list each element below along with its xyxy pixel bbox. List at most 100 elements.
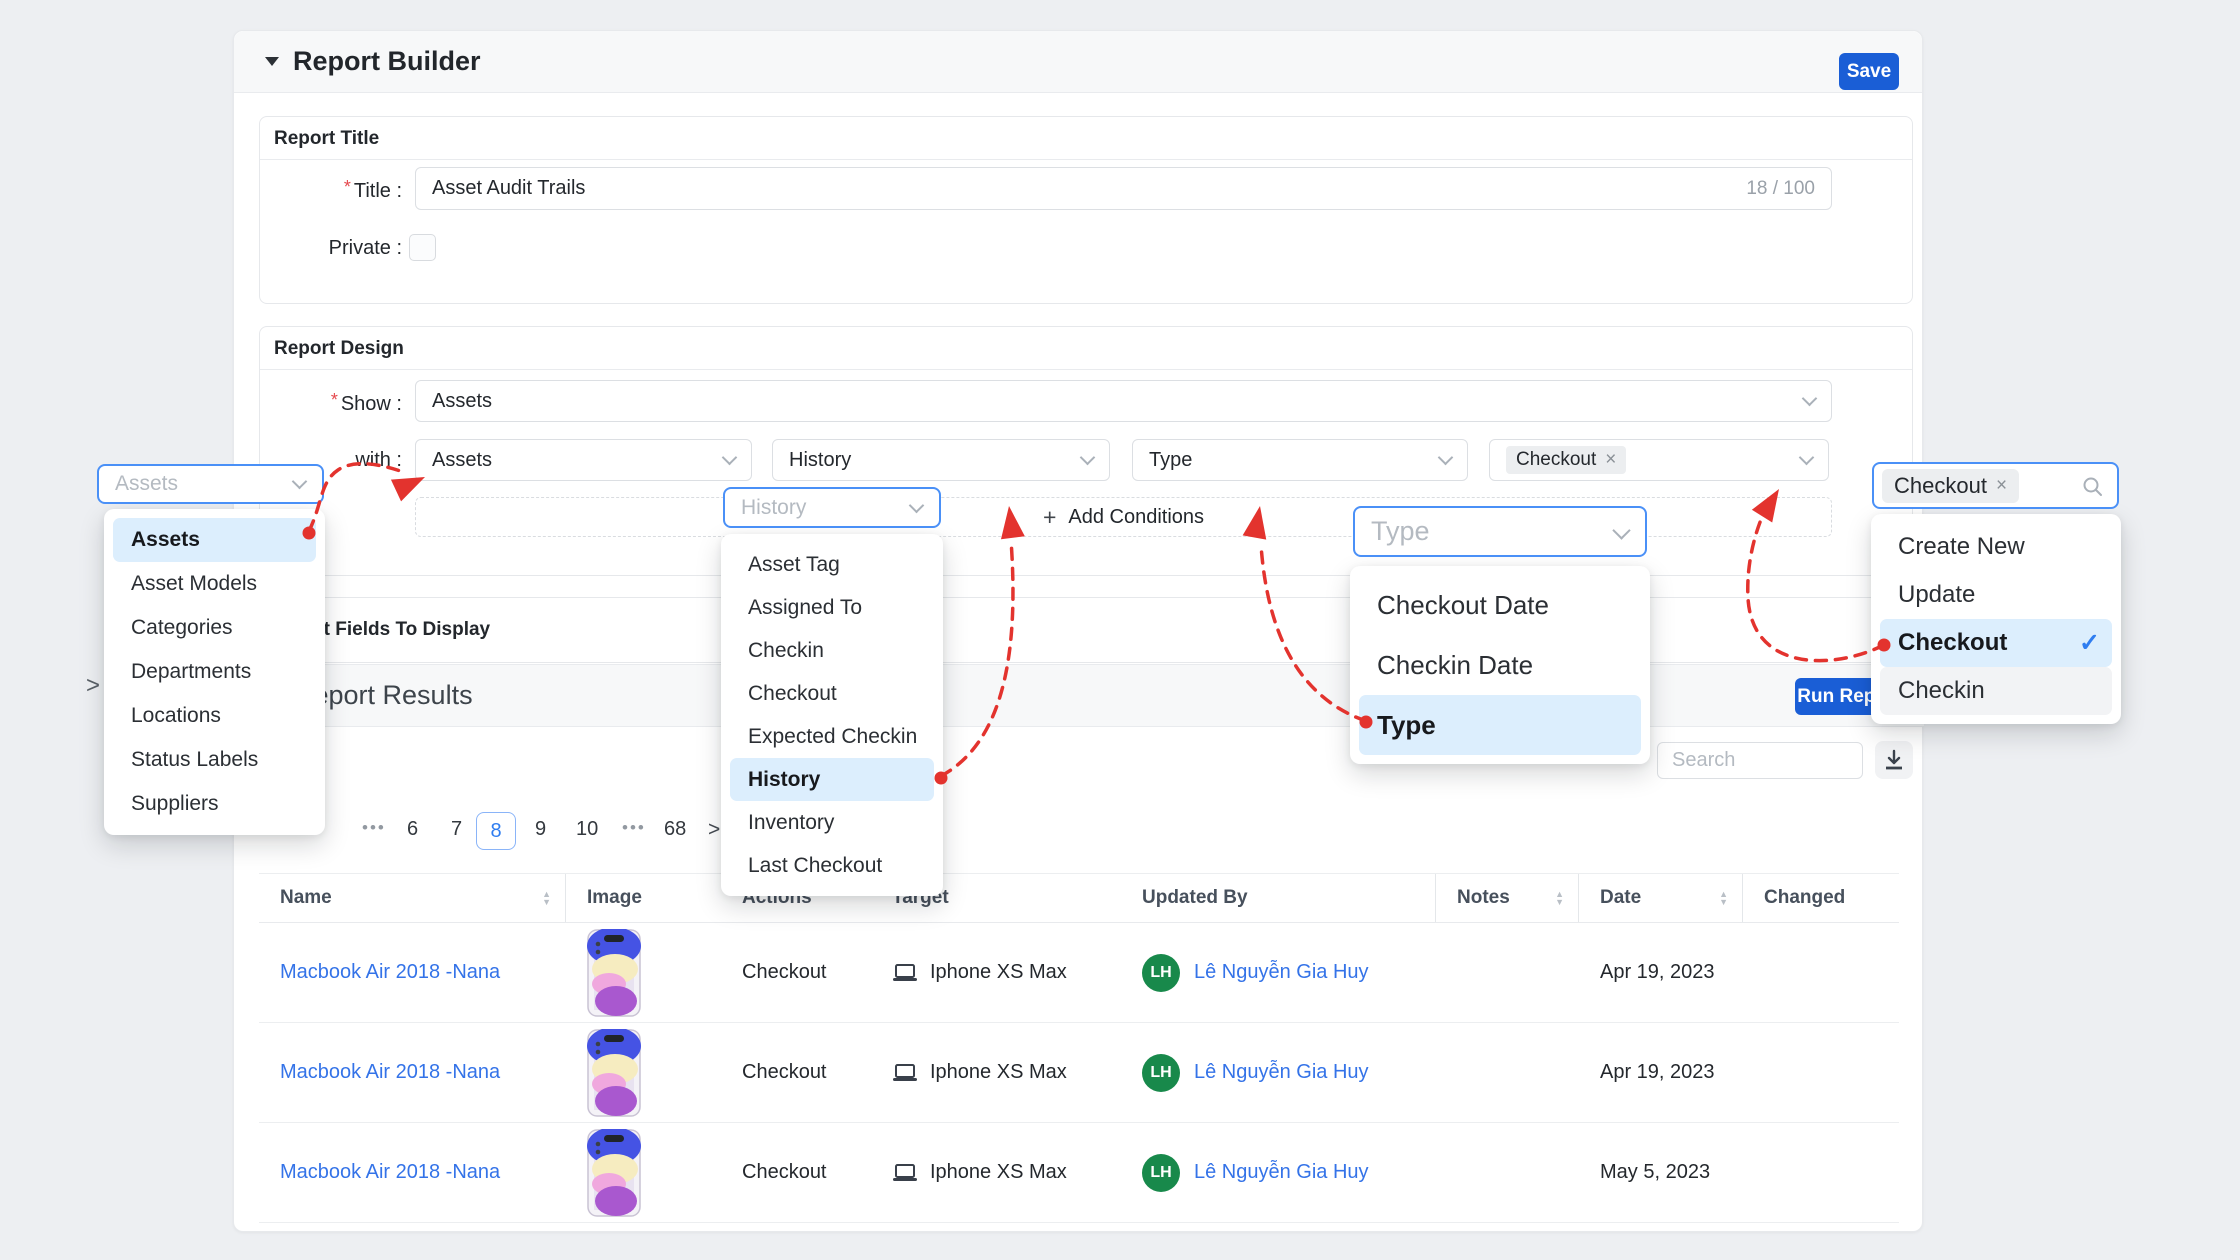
asset-name-cell: Macbook Air 2018 -Nana — [259, 1123, 566, 1222]
history-dropdown-search[interactable]: History — [723, 487, 941, 528]
dropdown-option[interactable]: Locations — [131, 704, 221, 727]
search-input[interactable] — [1657, 742, 1863, 779]
column-header-notes[interactable]: Notes ▲ ▼ — [1436, 874, 1579, 922]
sort-icon[interactable]: ▲ ▼ — [1719, 889, 1728, 907]
report-title-section: Report Title * Title : Asset Audit Trails… — [259, 116, 1913, 304]
report-results-header: Report Results Run Report — [234, 664, 1924, 727]
pagination-page-7[interactable]: 7 — [451, 818, 463, 840]
dropdown-option[interactable]: Checkout Date — [1377, 589, 1549, 620]
pagination-page-68[interactable]: 68 — [664, 818, 687, 840]
asset-name-link[interactable]: Macbook Air 2018 -Nana — [280, 961, 501, 983]
chevron-down-icon — [1612, 520, 1631, 540]
required-mark: * — [343, 177, 351, 197]
section-heading: Select Fields To Display — [274, 619, 491, 640]
type-dropdown-panel: Checkout Date Checkin Date Type — [1350, 566, 1650, 764]
dropdown-option-selected[interactable]: Assets — [113, 518, 316, 562]
asset-image-cell — [566, 923, 721, 1022]
title-label: * Title : — [343, 177, 402, 202]
user-link[interactable]: Lê Nguyễn Gia Huy — [1194, 1061, 1369, 1083]
dropdown-option[interactable]: Asset Models — [131, 572, 258, 595]
pagination-ellipsis: ••• — [362, 818, 386, 837]
section-heading: Report Design — [260, 327, 1912, 370]
show-label: * Show : — [330, 390, 402, 415]
pagination-page-9[interactable]: 9 — [535, 818, 547, 840]
dropdown-option[interactable]: Checkin — [1880, 667, 2112, 715]
dropdown-option[interactable]: Asset Tag — [748, 552, 840, 576]
target-cell: Iphone XS Max — [871, 1123, 1121, 1222]
date-cell: Apr 19, 2023 — [1600, 961, 1715, 983]
laptop-icon — [892, 963, 918, 983]
type-dropdown-search[interactable]: Type — [1353, 506, 1647, 557]
remove-tag-icon[interactable]: × — [1995, 474, 2008, 496]
user-link[interactable]: Lê Nguyễn Gia Huy — [1194, 1161, 1369, 1183]
asset-image — [587, 1029, 641, 1117]
action-cell: Checkout — [742, 961, 827, 983]
column-header-image: Image — [587, 887, 642, 908]
dropdown-option[interactable]: Inventory — [748, 810, 835, 834]
dropdown-option[interactable]: Expected Checkin — [748, 724, 918, 748]
action-cell: Checkout — [742, 1161, 827, 1183]
column-header-date[interactable]: Date ▲ ▼ — [1579, 874, 1743, 922]
dropdown-option[interactable]: Checkin — [748, 638, 824, 662]
checkout-dropdown-search[interactable]: Checkout × — [1872, 462, 2119, 509]
date-cell: May 5, 2023 — [1600, 1161, 1711, 1183]
download-icon — [1886, 749, 1902, 770]
report-design-section: Report Design * Show : Assets with : Asse… — [259, 326, 1913, 576]
column-header-name[interactable]: Name ▲ ▼ — [259, 874, 566, 922]
notes-cell — [1436, 1023, 1579, 1122]
dropdown-option[interactable]: Last Checkout — [748, 853, 883, 877]
chevron-down-icon — [908, 497, 925, 513]
asset-name-link[interactable]: Macbook Air 2018 -Nana — [280, 1161, 501, 1183]
updated-by-cell: LH Lê Nguyễn Gia Huy — [1121, 1123, 1436, 1222]
date-cell: Apr 19, 2023 — [1600, 1061, 1715, 1083]
pagination-ellipsis: ••• — [622, 818, 646, 837]
dropdown-option[interactable]: Assigned To — [748, 595, 863, 619]
report-builder-card: Report Builder Save Report Title * Title … — [233, 30, 2092, 1232]
with-select-field[interactable]: History — [772, 439, 1110, 481]
dropdown-option[interactable]: Checkin Date — [1377, 649, 1534, 680]
save-button[interactable]: Save — [1839, 53, 1899, 90]
clipped-edge-fragment: > — [86, 672, 101, 699]
dropdown-placeholder: History — [741, 495, 807, 519]
sort-icon[interactable]: ▲ ▼ — [1555, 889, 1564, 907]
collapse-caret-icon[interactable] — [265, 57, 279, 66]
with-select-values[interactable]: Checkout × — [1489, 439, 1829, 481]
remove-tag-icon[interactable]: × — [1605, 449, 1617, 470]
table-row: Macbook Air 2018 -Nana Checkout Iphone X… — [259, 923, 1899, 1023]
dropdown-option-selected[interactable]: Type — [1359, 695, 1641, 755]
show-select[interactable]: Assets — [415, 380, 1832, 422]
user-link[interactable]: Lê Nguyễn Gia Huy — [1194, 961, 1369, 983]
dropdown-option[interactable]: Status Labels — [131, 748, 259, 771]
pagination-page-6[interactable]: 6 — [407, 818, 419, 840]
dropdown-placeholder: Type — [1371, 516, 1430, 546]
dropdown-placeholder: Assets — [115, 472, 179, 495]
with-select-subject[interactable]: Assets — [415, 439, 752, 481]
dropdown-option[interactable]: Update — [1898, 581, 1976, 608]
dropdown-option[interactable]: Departments — [131, 660, 252, 683]
dropdown-option[interactable]: Categories — [131, 616, 233, 639]
dropdown-option[interactable]: Create New — [1898, 533, 2025, 560]
target-cell: Iphone XS Max — [871, 923, 1121, 1022]
column-header-changed: Changed — [1764, 887, 1846, 908]
pagination: ••• 6 7 8 9 10 ••• 68 > — [234, 812, 1922, 852]
asset-name-link[interactable]: Macbook Air 2018 -Nana — [280, 1061, 501, 1083]
dropdown-option-selected[interactable]: Checkout ✓ — [1880, 619, 2112, 667]
title-input[interactable]: Asset Audit Trails 18 / 100 — [415, 167, 1832, 210]
selected-check-icon: ✓ — [2079, 629, 2100, 657]
notes-cell — [1436, 1123, 1579, 1222]
dropdown-option-selected[interactable]: History — [730, 758, 934, 801]
pagination-page-10[interactable]: 10 — [576, 818, 599, 840]
with-select-attribute[interactable]: Type — [1132, 439, 1468, 481]
changed-cell — [1743, 1023, 1899, 1122]
assets-dropdown-search[interactable]: Assets — [97, 464, 324, 504]
dropdown-option[interactable]: Suppliers — [131, 792, 219, 815]
pagination-page-8-active[interactable]: 8 — [476, 812, 516, 850]
private-checkbox[interactable] — [409, 234, 436, 261]
pagination-next-icon[interactable]: > — [708, 818, 721, 841]
dropdown-option[interactable]: Checkout — [748, 681, 837, 705]
sort-icon[interactable]: ▲ ▼ — [542, 889, 551, 907]
download-button[interactable] — [1875, 741, 1913, 779]
updated-by-cell: LH Lê Nguyễn Gia Huy — [1121, 1023, 1436, 1122]
required-mark: * — [330, 390, 338, 410]
